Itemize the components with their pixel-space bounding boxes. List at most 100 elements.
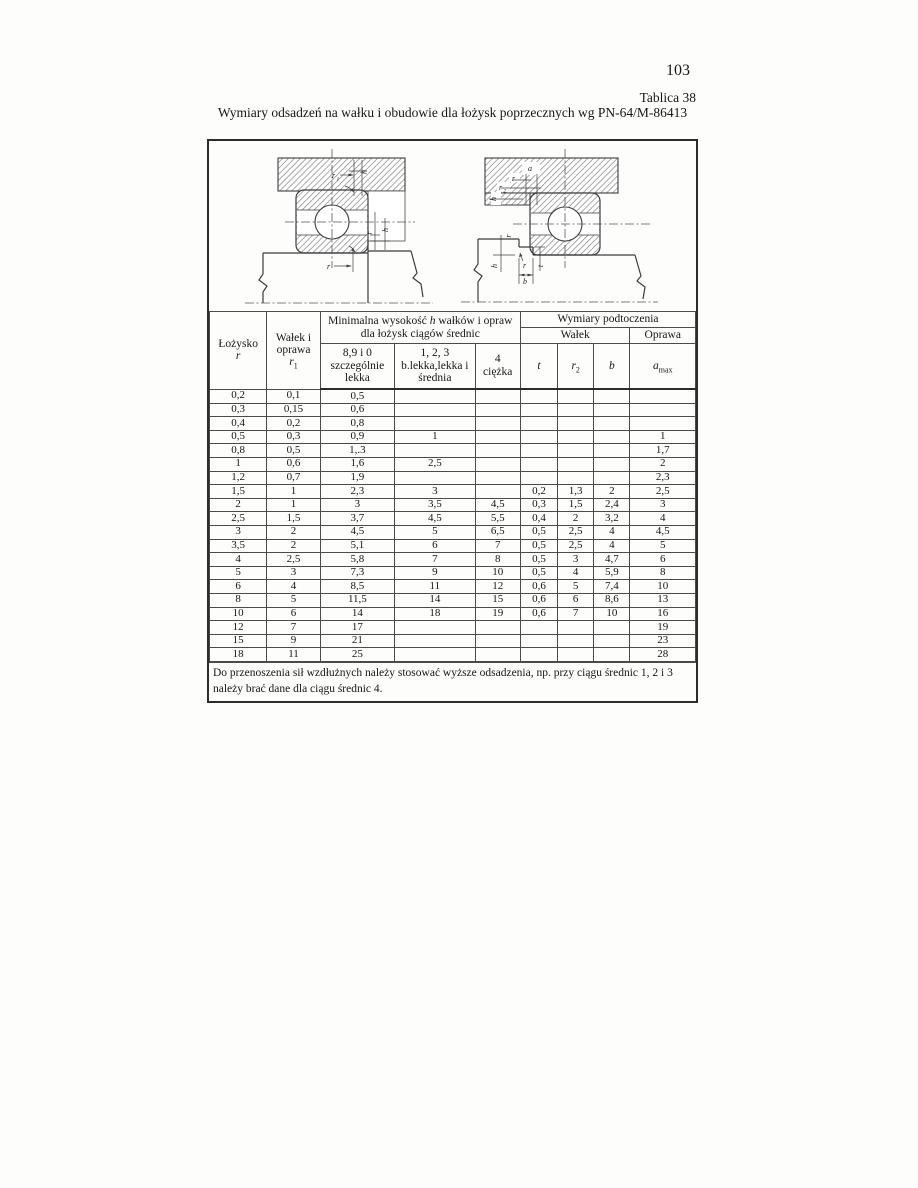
table-cell: 2 xyxy=(266,538,321,554)
table-cell: 0,6 xyxy=(519,606,559,622)
table-cell: 7,3 xyxy=(319,565,396,581)
table-cell: 8 xyxy=(474,552,521,567)
table-row: 3 2 4,5 5 6,5 0,5 2,5 4 4,5 xyxy=(208,524,696,540)
table-cell xyxy=(557,633,595,649)
table-cell: 1 xyxy=(394,429,476,445)
table-cell: 3 xyxy=(208,524,268,540)
table-cell xyxy=(474,456,521,472)
table-cell: 0,2 xyxy=(208,388,268,404)
dim-label-t: t xyxy=(536,264,545,267)
table-cell: 3,7 xyxy=(319,511,396,526)
table-body: 0,2 0,1 0,5 0,3 0,15 0,6 0,4 0,2 0,8 0,5 0,3 0,9 1 1 0… xyxy=(208,388,696,662)
table-row: 0,4 0,2 0,8 xyxy=(208,416,696,431)
table-cell: 19 xyxy=(629,620,696,635)
table-cell: 3 xyxy=(319,497,396,513)
table-cell: 0,5 xyxy=(319,388,396,404)
bearing-undercut-diagram-right: a r r 2 h h r r t b xyxy=(461,149,658,303)
table-cell: 8,5 xyxy=(319,579,396,594)
table-cell: 18 xyxy=(208,647,268,662)
table-cell: 0,9 xyxy=(319,429,396,445)
table-cell: 1,5 xyxy=(208,484,268,499)
bearing-shoulder-diagram-left: r 1 h r h r xyxy=(245,149,433,304)
table-row: 10 6 14 18 19 0,6 7 10 16 xyxy=(208,606,696,622)
table-cell: 0,5 xyxy=(519,524,559,540)
table-cell: 5,8 xyxy=(319,552,396,567)
table-cell xyxy=(593,388,631,404)
table-cell xyxy=(593,429,631,445)
col-header-t: t xyxy=(519,343,559,390)
table-cell xyxy=(519,402,559,418)
table-cell: 0,6 xyxy=(319,402,396,418)
table-cell xyxy=(557,388,595,404)
table-cell xyxy=(474,633,521,649)
table-cell: 7 xyxy=(557,606,595,622)
table-cell xyxy=(557,620,595,635)
table-cell xyxy=(557,429,595,445)
table-cell: 0,5 xyxy=(519,538,559,554)
table-cell xyxy=(519,443,559,458)
table-cell xyxy=(394,470,476,486)
table-cell: 4,7 xyxy=(593,552,631,567)
housing-section xyxy=(484,157,619,194)
dim-label-h-bottom: h xyxy=(490,264,499,268)
table-cell xyxy=(394,443,476,458)
group-header-walek: Wałek xyxy=(519,327,631,344)
table-cell xyxy=(593,633,631,649)
table-cell xyxy=(474,416,521,431)
table-cell: 6 xyxy=(266,606,321,622)
table-cell xyxy=(519,416,559,431)
table-row: 3,5 2 5,1 6 7 0,5 2,5 4 5 xyxy=(208,538,696,554)
table-cell xyxy=(474,620,521,635)
table-cell: 10 xyxy=(474,565,521,581)
table-cell: 7 xyxy=(474,538,521,554)
table-cell: 5 xyxy=(266,592,321,608)
table-cell: 10 xyxy=(629,579,696,594)
table-cell: 0,2 xyxy=(266,416,321,431)
col-header-series-123: 1, 2, 3 b.lekka,lekka i średnia xyxy=(394,343,476,390)
table-cell xyxy=(593,443,631,458)
table-cell: 2 xyxy=(629,456,696,472)
table-cell xyxy=(557,456,595,472)
table-cell: 1,2 xyxy=(208,470,268,486)
table-cell xyxy=(474,429,521,445)
table-cell: 23 xyxy=(629,633,696,649)
table-cell: 3 xyxy=(557,552,595,567)
table-cell: 4,5 xyxy=(319,524,396,540)
table-caption-number: Tablica 38 xyxy=(639,90,696,105)
table-cell: 5 xyxy=(208,565,268,581)
table-cell: 13 xyxy=(629,592,696,608)
table-row: 1,2 0,7 1,9 2,3 xyxy=(208,470,696,486)
table-row: 0,3 0,15 0,6 xyxy=(208,402,696,418)
table-cell: 11,5 xyxy=(319,592,396,608)
table-cell: 5,1 xyxy=(319,538,396,554)
table-cell: 0,5 xyxy=(208,429,268,445)
table-cell xyxy=(629,416,696,431)
table-cell: 0,8 xyxy=(208,443,268,458)
table-cell: 25 xyxy=(319,647,396,662)
table-cell: 0,8 xyxy=(319,416,396,431)
table-cell: 4 xyxy=(557,565,595,581)
table-cell: 10 xyxy=(593,606,631,622)
table-cell: 0,5 xyxy=(519,552,559,567)
table-cell: 0,3 xyxy=(266,429,321,445)
table-cell xyxy=(557,416,595,431)
table-cell: 1 xyxy=(266,497,321,513)
col-header-r2: r2 xyxy=(557,343,595,390)
table-cell: 2,5 xyxy=(394,456,476,472)
table-cell: 2,4 xyxy=(593,497,631,513)
table-cell: 17 xyxy=(319,620,396,635)
table-cell: 3 xyxy=(629,497,696,513)
table-cell xyxy=(519,470,559,486)
table-cell: 0,4 xyxy=(208,416,268,431)
table-cell: 6 xyxy=(557,592,595,608)
table-cell xyxy=(593,470,631,486)
table-cell: 3 xyxy=(394,484,476,499)
svg-text:2: 2 xyxy=(504,189,507,195)
table-cell xyxy=(519,633,559,649)
table-cell: 15 xyxy=(208,633,268,649)
table-row: 2,5 1,5 3,7 4,5 5,5 0,4 2 3,2 4 xyxy=(208,511,696,526)
table-cell: 11 xyxy=(266,647,321,662)
table-cell: 14 xyxy=(394,592,476,608)
table-cell: 4 xyxy=(629,511,696,526)
table-cell: 1,9 xyxy=(319,470,396,486)
